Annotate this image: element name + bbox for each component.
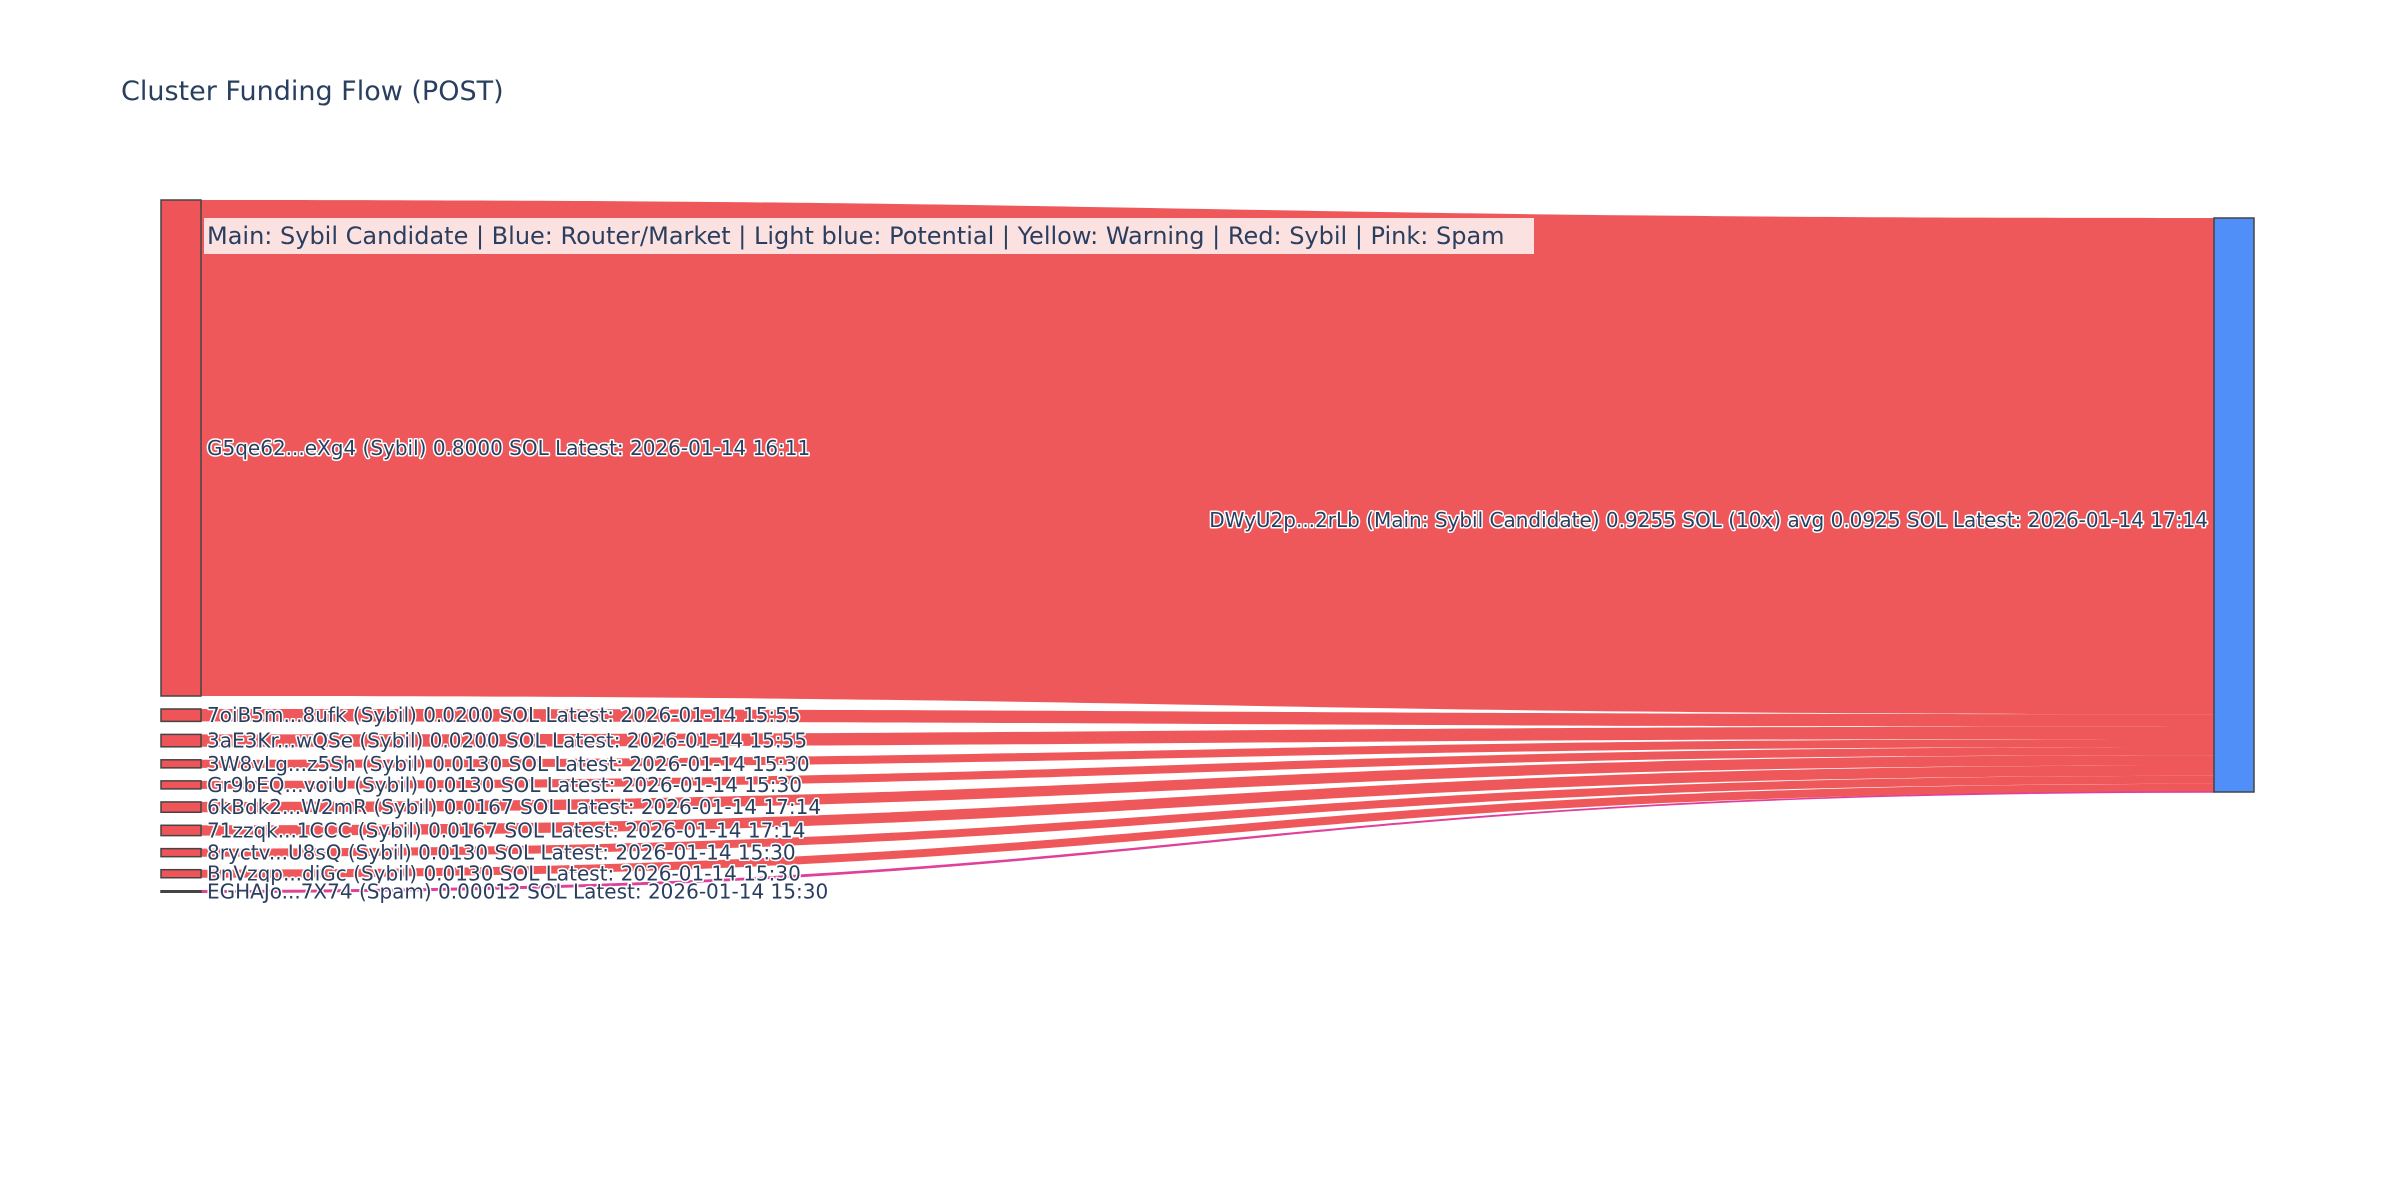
node-labels: G5qe62...eXg4 (Sybil) 0.8000 SOL Latest:… <box>206 435 2210 905</box>
flow-link <box>201 755 2214 813</box>
target-node-label: DWyU2p...2rLb (Main: Sybil Candidate) 0.… <box>1209 508 2208 532</box>
legend: Main: Sybil Candidate | Blue: Router/Mar… <box>204 218 1534 254</box>
flow-link <box>201 738 2214 768</box>
source-node <box>160 780 202 790</box>
flow-link <box>201 765 2214 836</box>
flow-link <box>201 200 2214 715</box>
source-node-label: Gr9bEQ...voiU (Sybil) 0.0130 SOL Latest:… <box>207 773 802 797</box>
source-node-label: G5qe62...eXg4 (Sybil) 0.8000 SOL Latest:… <box>207 436 810 460</box>
chart-title: Cluster Funding Flow (POST) <box>121 76 504 107</box>
source-node <box>160 824 202 837</box>
flow-link <box>201 747 2214 789</box>
source-node-label: BnVzqp...diGc (Sybil) 0.0130 SOL Latest:… <box>207 862 801 886</box>
legend-background <box>204 218 1534 254</box>
source-node <box>160 708 202 723</box>
flow-link <box>201 726 2214 747</box>
flow-links <box>200 200 2215 893</box>
source-node-label: 3W8vLg...z5Sh (Sybil) 0.0130 SOL Latest:… <box>207 752 810 776</box>
target-node <box>2213 217 2255 793</box>
source-node <box>160 733 202 748</box>
source-node <box>160 889 202 893</box>
source-node <box>160 759 202 769</box>
source-node <box>160 199 202 697</box>
flow-link <box>201 783 2214 878</box>
source-node-label: 8ryctv...U8sQ (Sybil) 0.0130 SOL Latest:… <box>207 841 796 865</box>
source-node-label: EGHAJo...7X74 (Spam) 0.00012 SOL Latest:… <box>207 879 828 903</box>
flow-link <box>201 709 2214 727</box>
legend-text: Main: Sybil Candidate | Blue: Router/Mar… <box>207 222 1505 250</box>
source-node-label: 3aE3Kr...wQSe (Sybil) 0.0200 SOL Latest:… <box>207 729 807 753</box>
source-node <box>160 847 202 858</box>
source-node-label: 7oiB5m...8ufk (Sybil) 0.0200 SOL Latest:… <box>207 703 801 727</box>
source-node <box>160 868 202 879</box>
flow-link <box>201 775 2214 857</box>
source-node-label: 6kBdk2...W2mR (Sybil) 0.0167 SOL Latest:… <box>207 795 821 819</box>
source-node-label: 71zzqk...1CCC (Sybil) 0.0167 SOL Latest:… <box>207 818 805 842</box>
source-node <box>160 801 202 814</box>
flow-nodes <box>160 199 2255 893</box>
